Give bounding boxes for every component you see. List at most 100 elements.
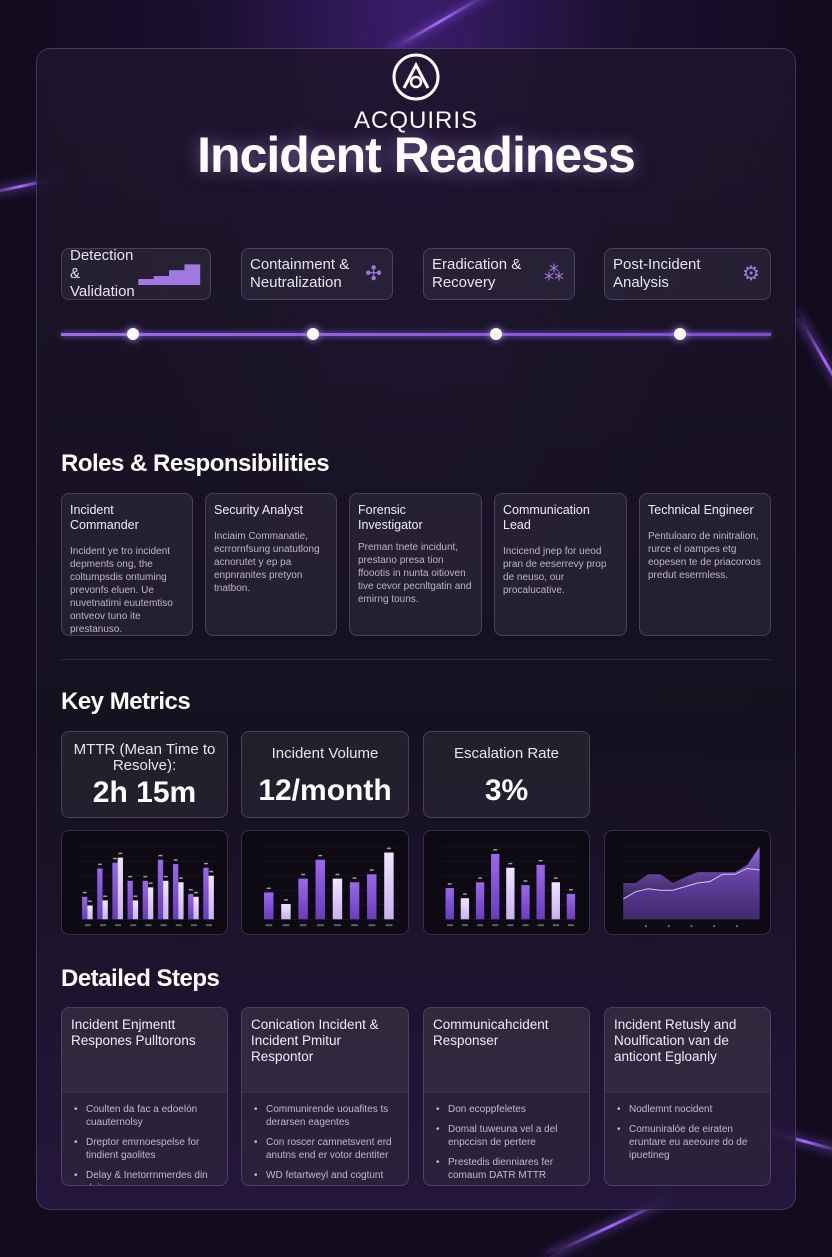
bar xyxy=(117,857,123,920)
bar-chart xyxy=(442,846,579,927)
step-title: Incident Enjmentt Respones Pulltorons xyxy=(62,1008,227,1093)
tick-label xyxy=(446,924,453,927)
tick-label xyxy=(492,924,499,927)
data-label xyxy=(133,895,138,897)
phase-containment[interactable]: Containment & Neutralization ✣ xyxy=(241,248,393,300)
step-list: Nodlemnt nocident Comuniralóe de eiraten … xyxy=(605,1093,770,1162)
phase-detection[interactable]: Detection & Validation ▂▃▅▇ xyxy=(61,247,211,300)
step-item: Dreptor emrnoespelse for tindient gaolit… xyxy=(72,1136,217,1162)
phase-label: Detection & Validation xyxy=(70,247,135,300)
data-label xyxy=(283,899,288,901)
phase-label: Containment & Neutralization xyxy=(250,256,350,291)
bar xyxy=(102,900,108,920)
timeline-dot[interactable] xyxy=(307,328,319,340)
role-desc: Incident ye tro incident depments ong, t… xyxy=(70,546,173,635)
data-label xyxy=(301,873,306,876)
step-item: Domal tuweuna vel a del enpccisn de pert… xyxy=(434,1123,579,1149)
bar xyxy=(506,867,515,920)
data-label xyxy=(148,882,153,884)
tick-label xyxy=(552,924,559,927)
metric-value: 2h 15m xyxy=(92,776,197,809)
role-title: Forensic Investigator xyxy=(358,503,423,532)
bar xyxy=(193,896,199,920)
timeline-dot[interactable] xyxy=(490,328,502,340)
bar-chart xyxy=(260,846,398,927)
role-desc: Preman tnete incidunt, prestano presa ti… xyxy=(358,542,472,605)
bar xyxy=(475,882,485,920)
bar xyxy=(142,880,148,920)
roles-heading: Roles & Responsibilities xyxy=(61,450,330,477)
step-card: Conication Incident & Incident Pmitur Re… xyxy=(241,1007,409,1186)
bar xyxy=(178,882,184,920)
area-inner xyxy=(623,868,760,920)
bar xyxy=(566,893,576,920)
chart-card xyxy=(61,830,228,935)
role-card: Communication Lead Incicend jnep for ueod… xyxy=(494,493,627,636)
tick-label xyxy=(299,924,307,927)
molecule-icon: ⁂ xyxy=(544,263,564,285)
tick-label xyxy=(567,924,575,927)
data-label xyxy=(88,900,92,903)
signal-bars-icon: ▂▃▅▇ xyxy=(138,263,200,285)
tick-label xyxy=(175,924,182,927)
data-label xyxy=(447,883,452,885)
line-series xyxy=(622,867,760,900)
chart-card xyxy=(423,830,590,935)
tick-label xyxy=(84,924,91,927)
tick-label xyxy=(160,924,167,927)
data-label xyxy=(173,859,178,861)
data-label xyxy=(103,895,108,897)
timeline-dot[interactable] xyxy=(127,328,139,340)
data-label xyxy=(553,877,558,879)
bar xyxy=(281,904,291,920)
bar xyxy=(172,864,179,920)
role-title: Incident Commander xyxy=(70,503,139,532)
phase-post-incident[interactable]: Post-Incident Analysis ⚙ xyxy=(604,248,771,300)
bar xyxy=(349,882,360,920)
tick-label xyxy=(115,924,122,927)
data-label xyxy=(478,877,483,879)
bar xyxy=(132,900,139,920)
metric-mttr: MTTR (Mean Time to Resolve): 2h 15m xyxy=(61,731,228,818)
bar xyxy=(298,878,308,920)
tick-label xyxy=(522,924,529,927)
step-item: Nodlemnt nocident xyxy=(615,1103,760,1116)
data-label xyxy=(143,875,148,878)
tick-label xyxy=(265,924,273,927)
tick-label xyxy=(190,924,197,927)
step-list: Don ecoppfeletes Domal tuweuna vel a del … xyxy=(424,1093,589,1182)
data-label xyxy=(194,891,199,894)
step-item: Delay & Inetorrnmerdes din dejtars xyxy=(72,1169,217,1185)
bar xyxy=(97,868,103,920)
timeline xyxy=(61,328,771,340)
timeline-dot[interactable] xyxy=(674,328,686,340)
phase-eradication[interactable]: Eradication & Recovery ⁂ xyxy=(423,248,575,300)
tick-label xyxy=(282,924,290,927)
data-label xyxy=(209,870,214,873)
data-label xyxy=(163,875,168,878)
tick-label xyxy=(205,924,213,927)
phase-label: Post-Incident Analysis xyxy=(613,256,701,291)
role-card: Incident Commander Incident ye tro incide… xyxy=(61,493,193,636)
step-item: Coulten da fac a edoelón cuauternolsy xyxy=(72,1103,217,1129)
bar xyxy=(127,880,133,920)
step-card: Incident Enjmentt Respones PulltoronsCou… xyxy=(61,1007,228,1186)
tick-label xyxy=(316,924,324,927)
shield-arrows-icon: ✣ xyxy=(365,263,382,285)
data-label xyxy=(82,891,87,894)
tick-label xyxy=(461,924,469,927)
tick-label xyxy=(690,925,693,928)
phase-label: Eradication & Recovery xyxy=(432,256,522,291)
bar xyxy=(87,905,93,920)
role-title: Technical Engineer xyxy=(648,503,754,517)
tick-label xyxy=(385,924,393,927)
chart-card xyxy=(241,830,409,935)
step-list: Coulten da fac a edoelón cuauternolsy Dre… xyxy=(62,1093,227,1185)
role-card: Technical Engineer Pentuloaro de ninitral… xyxy=(639,493,771,636)
bar-chart-grouped xyxy=(80,846,217,927)
logo-icon xyxy=(392,53,440,101)
data-label xyxy=(128,875,133,878)
data-label xyxy=(97,863,102,866)
step-item: WD fetartweyl and cogtunt xyxy=(252,1169,398,1182)
data-label xyxy=(538,859,543,862)
